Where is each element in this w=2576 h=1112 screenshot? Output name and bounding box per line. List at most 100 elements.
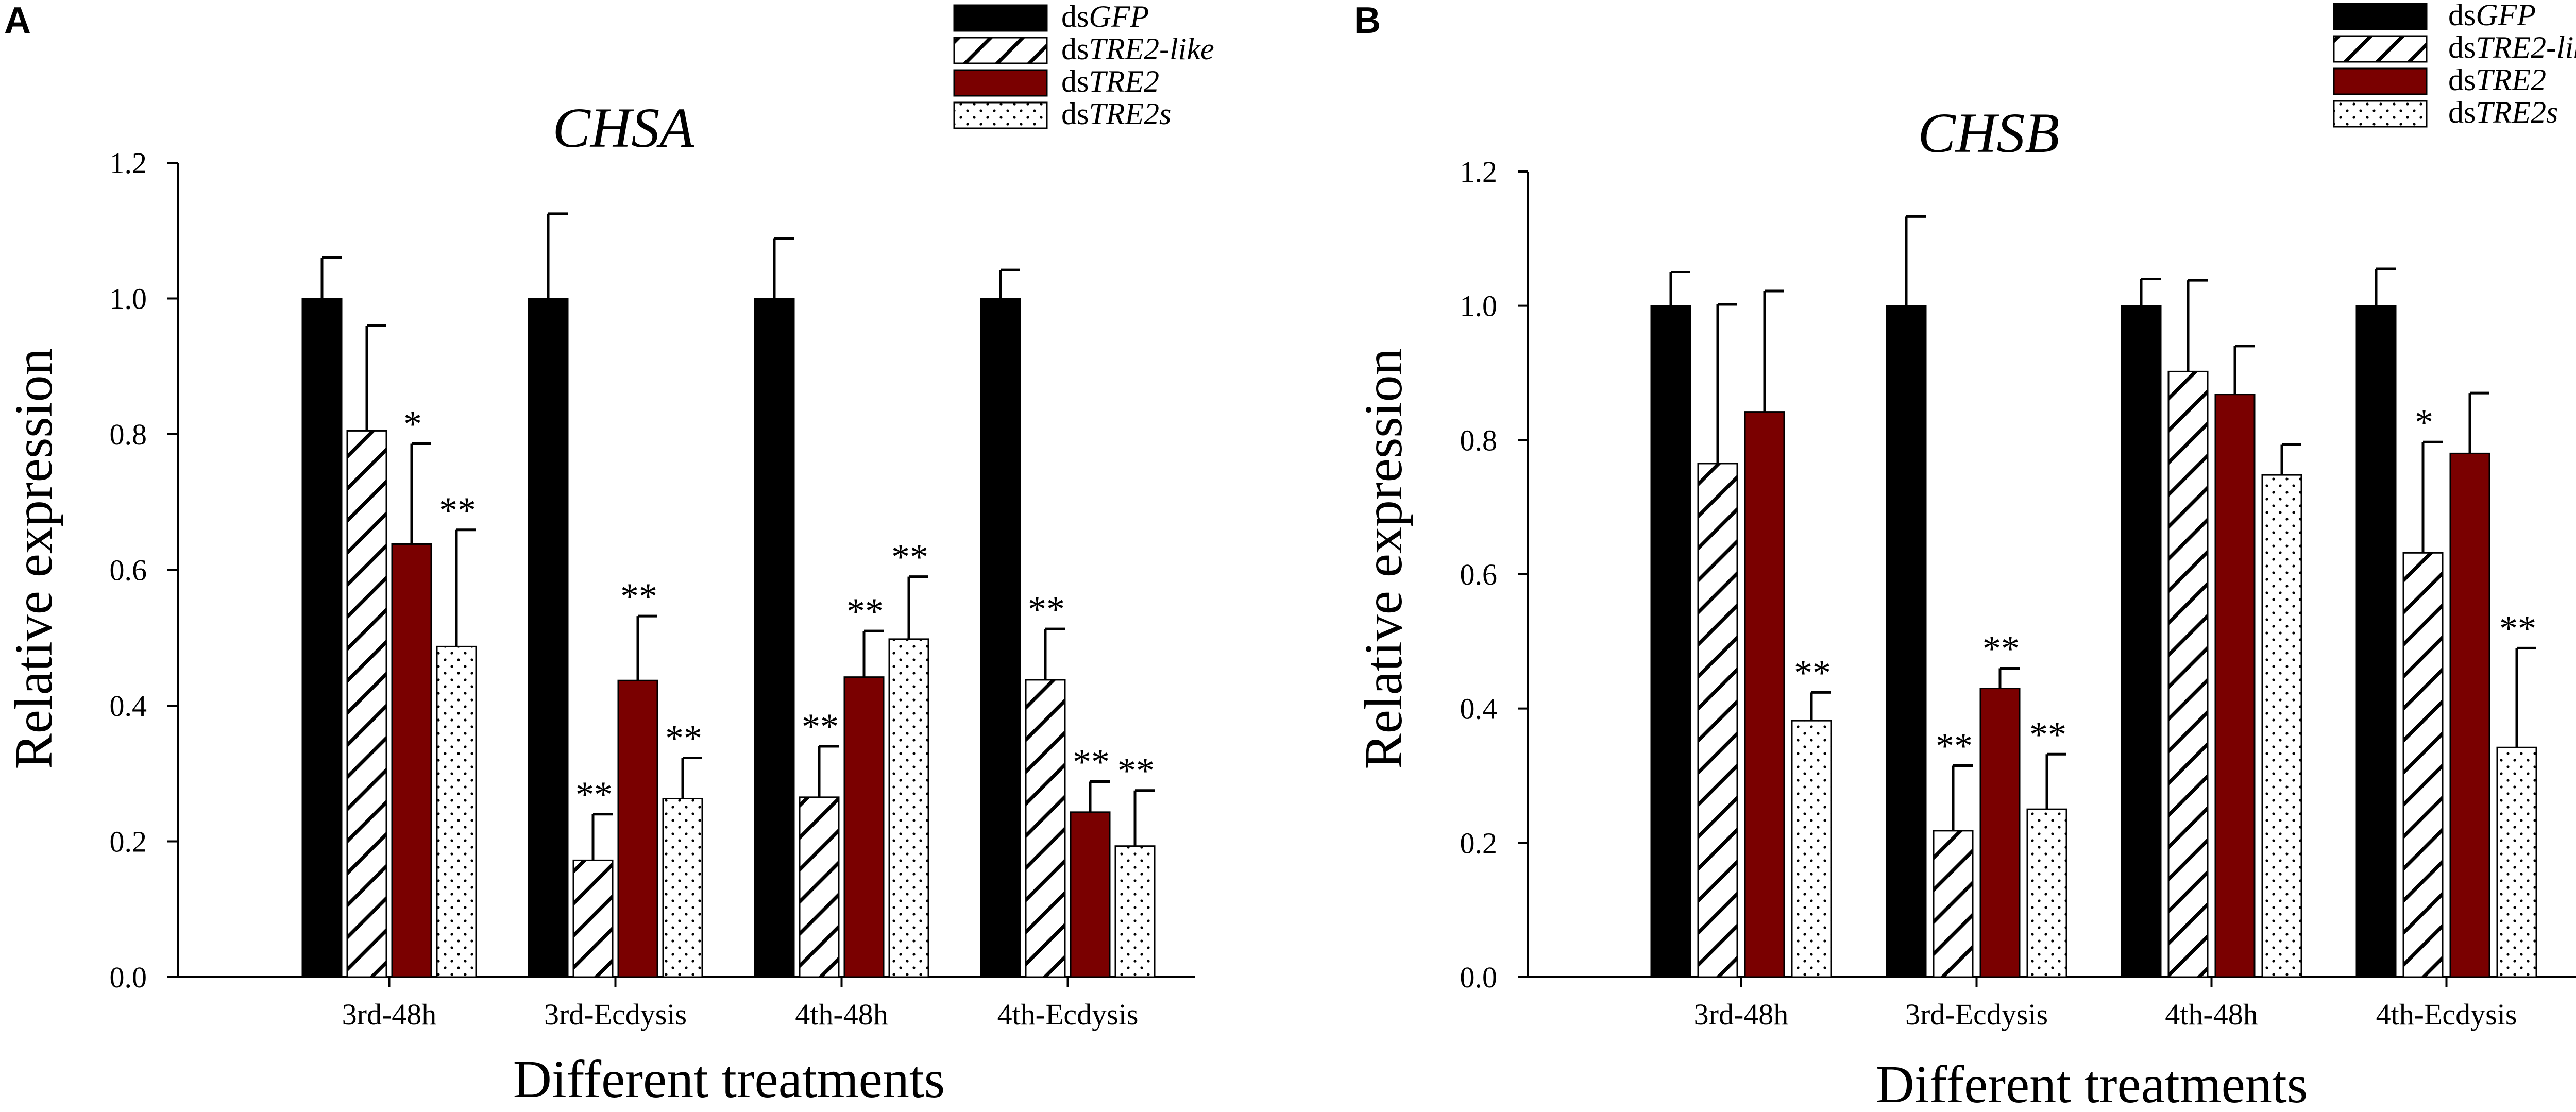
bar xyxy=(2402,552,2444,978)
bar xyxy=(2121,305,2162,978)
significance-mark: ** xyxy=(1982,628,2020,669)
legend-swatch xyxy=(953,37,1048,64)
y-tick-label: 1.2 xyxy=(110,146,147,180)
y-axis-label: Relative expression xyxy=(1354,348,1413,769)
significance-mark: ** xyxy=(620,576,657,617)
legend-label: dsTRE2-like xyxy=(2448,30,2576,64)
bar xyxy=(1886,305,1927,978)
bar xyxy=(617,679,658,978)
significance-mark: ** xyxy=(1073,742,1110,783)
x-tick-label: 4th-48h xyxy=(2165,998,2258,1031)
y-tick-label: 0.6 xyxy=(110,554,147,587)
legend-label: dsTRE2s xyxy=(1061,97,1171,131)
bar xyxy=(1791,720,1832,978)
bar xyxy=(2496,746,2537,978)
y-tick-label: 0.4 xyxy=(1460,692,1498,726)
bar xyxy=(980,298,1021,978)
bar xyxy=(1744,411,1785,978)
bar xyxy=(2261,474,2302,978)
bar xyxy=(436,645,477,978)
legend-prefix: ds xyxy=(1061,64,1089,98)
legend-prefix: ds xyxy=(1061,32,1089,66)
legend-label: dsGFP xyxy=(1061,0,1149,33)
legend-swatch xyxy=(2333,67,2428,95)
significance-mark: ** xyxy=(1028,589,1065,630)
y-axis-label: Relative expression xyxy=(4,348,63,769)
bar xyxy=(2355,305,2397,978)
bar xyxy=(799,796,840,978)
y-tick-label: 0.4 xyxy=(110,689,147,723)
significance-mark: ** xyxy=(2029,714,2066,755)
error-bars xyxy=(1669,215,2536,831)
y-tick-label: 0.0 xyxy=(110,961,147,994)
panel-letter: B xyxy=(1354,0,1381,41)
significance-mark: ** xyxy=(439,490,476,531)
legend-label: dsGFP xyxy=(2448,0,2536,32)
legend-label: dsTRE2-like xyxy=(1061,32,1214,66)
bar xyxy=(2449,452,2490,978)
panel-a: A 0.0 0.2 0.4 0.6 0.8 1.0 1.2 3rd-48h 3rd-Ecdysi… xyxy=(4,0,1214,1109)
y-tick-label: 0.8 xyxy=(110,418,147,451)
significance-labels: *********** xyxy=(1794,402,2536,766)
significance-mark: ** xyxy=(1936,725,1973,766)
axes: 0.0 0.2 0.4 0.6 0.8 1.0 1.2 3rd-48h 3rd-Ecdysis 4… xyxy=(1460,155,2576,1031)
significance-mark: ** xyxy=(2499,608,2536,649)
panel-letter: A xyxy=(4,0,31,41)
chart-title: CHSB xyxy=(1918,101,2060,164)
bar xyxy=(754,298,795,978)
legend-prefix: ds xyxy=(2448,95,2476,129)
significance-mark: ** xyxy=(1117,750,1155,792)
significance-mark: ** xyxy=(665,717,702,759)
bar xyxy=(888,638,929,978)
bar xyxy=(528,298,569,978)
bar xyxy=(843,676,885,978)
bar xyxy=(301,298,343,978)
y-tick-label: 0.8 xyxy=(1460,423,1498,457)
y-tick-label: 0.2 xyxy=(110,825,147,859)
legend-swatch xyxy=(953,4,1048,32)
x-tick-label: 4th-Ecdysis xyxy=(2376,998,2517,1031)
legend-gene: TRE2s xyxy=(1089,97,1171,131)
bar xyxy=(391,543,432,978)
legend-gene: GFP xyxy=(2476,0,2536,32)
significance-labels: ********* ************ xyxy=(403,403,1155,815)
legend-swatch xyxy=(953,69,1048,97)
x-axis-label: Different treatments xyxy=(513,1050,945,1109)
y-tick-label: 0.6 xyxy=(1460,558,1498,591)
bar xyxy=(662,797,703,978)
legend-gene: TRE2 xyxy=(2476,63,2546,97)
legend-prefix: ds xyxy=(1061,0,1089,33)
bar xyxy=(572,859,614,978)
legend-prefix: ds xyxy=(2448,63,2476,97)
y-tick-label: 0.0 xyxy=(1460,961,1498,994)
legend-label: dsTRE2 xyxy=(2448,63,2546,97)
legend-prefix: ds xyxy=(2448,0,2476,32)
legend-prefix: ds xyxy=(2448,30,2476,64)
panel-b: B 0.0 0.2 0.4 0.6 0.8 1.0 1.2 3rd-48h 3rd-Ecdysi… xyxy=(1354,0,2576,1112)
bars xyxy=(301,298,1156,978)
legend-gene: TRE2 xyxy=(1089,64,1159,98)
x-tick-label: 4th-Ecdysis xyxy=(997,998,1139,1031)
bar xyxy=(2026,808,2067,978)
legend-swatch xyxy=(2333,35,2428,63)
chart-title: CHSA xyxy=(553,96,695,159)
significance-mark: ** xyxy=(575,774,613,815)
legend-gene: TRE2s xyxy=(2476,95,2558,129)
x-tick-label: 3rd-Ecdysis xyxy=(544,998,687,1031)
bars xyxy=(1650,305,2537,978)
bar xyxy=(346,430,387,978)
significance-mark: ** xyxy=(1794,652,1831,693)
x-axis-label: Different treatments xyxy=(1876,1055,2308,1112)
bar xyxy=(2167,370,2209,978)
axes: 0.0 0.2 0.4 0.6 0.8 1.0 1.2 3rd-48h 3rd-Ecdysis 4… xyxy=(110,146,1195,1031)
legend-swatch xyxy=(2333,100,2428,128)
bar xyxy=(1114,845,1156,978)
x-tick-label: 3rd-Ecdysis xyxy=(1905,998,2048,1031)
x-tick-label: 3rd-48h xyxy=(1694,998,1789,1031)
bar xyxy=(1070,811,1111,978)
significance-mark: ** xyxy=(891,537,928,578)
bar xyxy=(1650,305,1691,978)
bar xyxy=(1933,830,1974,978)
